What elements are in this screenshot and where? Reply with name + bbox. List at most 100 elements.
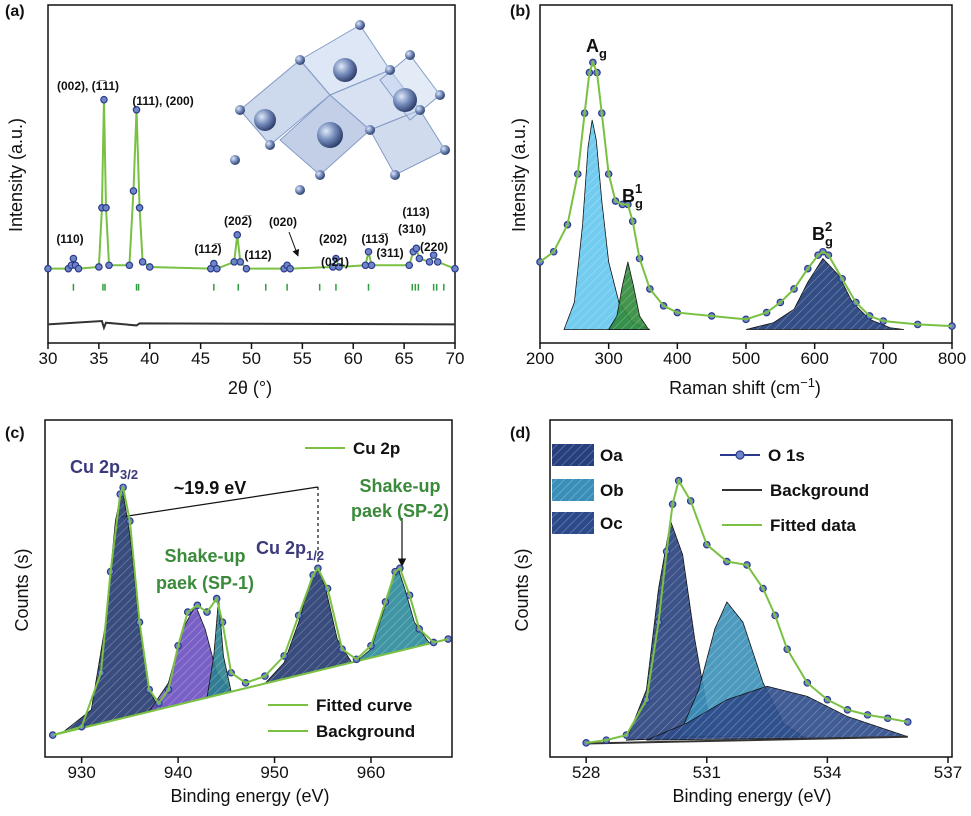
annotation: paek (SP-2) <box>351 501 449 521</box>
x-axis-title: Binding energy (eV) <box>672 786 831 806</box>
x-tick-label: 537 <box>934 763 962 782</box>
series-line <box>586 478 908 744</box>
x-tick-label: 300 <box>594 349 622 368</box>
x-tick-label: 35 <box>89 349 108 368</box>
annotation: Ag <box>586 36 607 61</box>
data-point <box>429 251 438 259</box>
annotation: (202̅) <box>224 214 252 228</box>
x-tick-label: 528 <box>572 763 600 782</box>
legend-label: Ob <box>600 481 624 500</box>
series-line <box>586 735 908 745</box>
data-point <box>233 231 242 239</box>
data-point <box>242 264 251 273</box>
component-hatch <box>356 568 439 662</box>
y-axis-title: Counts (s) <box>12 548 32 631</box>
x-tick-label: 50 <box>242 349 261 368</box>
annotation-sup: 1 <box>635 181 642 196</box>
data-point <box>44 264 52 273</box>
data-point <box>367 261 376 270</box>
panel-label: (a) <box>5 3 25 20</box>
data-point <box>100 95 108 104</box>
data-point <box>335 263 343 271</box>
series-line <box>52 484 449 737</box>
x-axis-title: Binding energy (eV) <box>170 786 329 806</box>
x-axis-title: 2θ (°) <box>228 378 272 398</box>
data-point <box>102 204 110 212</box>
legend-label: O 1s <box>768 446 805 465</box>
series-line <box>539 59 953 328</box>
data-point <box>213 264 221 273</box>
data-point <box>425 258 434 266</box>
data-point <box>138 258 147 266</box>
data-point <box>415 254 424 263</box>
panel-label: (b) <box>510 3 530 20</box>
data-point <box>405 261 414 270</box>
annotation: paek (SP-1) <box>156 573 254 593</box>
annotation: ~19.9 eV <box>174 478 247 498</box>
x-axis-title-tail: ) <box>815 378 821 398</box>
data-point <box>125 261 134 270</box>
annotation: (002), (1̅11) <box>57 79 119 93</box>
panel-label: (d) <box>510 425 530 442</box>
annotation-base: B <box>812 224 825 244</box>
annotation: Shake-up <box>359 476 440 496</box>
annotation: (021) <box>321 255 349 269</box>
annotation-sup: 2 <box>825 219 832 234</box>
data-point <box>69 254 78 263</box>
x-tick-label: 65 <box>395 349 414 368</box>
annotation-sub: 1/2 <box>306 548 324 563</box>
component-hatch <box>62 487 159 733</box>
annotation: (113) <box>402 205 429 219</box>
x-tick-label: 940 <box>164 763 192 782</box>
legend-label: Oc <box>600 514 623 533</box>
annotation-base: B <box>622 186 635 206</box>
annotation-sub: g <box>825 234 833 249</box>
legend-label: Fitted curve <box>316 696 412 715</box>
x-tick-label: 70 <box>446 349 465 368</box>
legend-label: Background <box>316 722 415 741</box>
component-hatch <box>264 568 362 684</box>
annotation: Bg <box>622 186 643 211</box>
legend-swatch-hatch <box>552 444 594 466</box>
legend-label: Cu 2p <box>353 439 400 458</box>
annotation-sub: g <box>635 196 643 211</box>
data-point <box>364 247 373 256</box>
component-hatch <box>608 261 649 330</box>
x-tick-label: 60 <box>344 349 363 368</box>
annotation: (113̅) <box>361 232 388 246</box>
annotation: (111), (200) <box>132 94 193 108</box>
x-tick-label: 45 <box>191 349 210 368</box>
x-axis-title-base: Raman shift (cm <box>669 378 800 398</box>
legend-label: Background <box>770 481 869 500</box>
legend-label: Fitted data <box>770 516 856 535</box>
plot-frame <box>549 419 953 758</box>
legend-swatch-hatch <box>552 512 594 534</box>
annotation: (220) <box>420 240 448 254</box>
data-point <box>74 264 83 273</box>
crystal-structure <box>230 20 450 195</box>
y-axis-title: Intensity (a.u.) <box>509 118 529 232</box>
data-point <box>412 244 421 253</box>
y-axis-title: Intensity (a.u.) <box>6 118 26 232</box>
annotation: Cu 2p1/2 <box>256 538 324 563</box>
annotation-sub: g <box>599 46 607 61</box>
annotation: (310) <box>398 222 426 236</box>
annotation: Bg <box>812 224 833 249</box>
plot-frame <box>44 419 453 758</box>
annotation-base: Cu 2p <box>256 538 306 558</box>
x-axis-title: Raman shift (cm−1) <box>669 375 821 398</box>
panel-label: (c) <box>5 425 25 442</box>
x-tick-label: 30 <box>39 349 58 368</box>
x-tick-label: 40 <box>140 349 159 368</box>
annotation: (020) <box>269 215 297 229</box>
data-point <box>105 261 113 270</box>
annotation: (311) <box>376 246 403 260</box>
annotation: (112̅) <box>194 242 221 256</box>
x-tick-label: 500 <box>732 349 760 368</box>
legend-swatch-hatch <box>552 479 594 501</box>
x-tick-label: 400 <box>663 349 691 368</box>
x-axis-title-sup: −1 <box>800 375 815 390</box>
annotation: Shake-up <box>164 546 245 566</box>
